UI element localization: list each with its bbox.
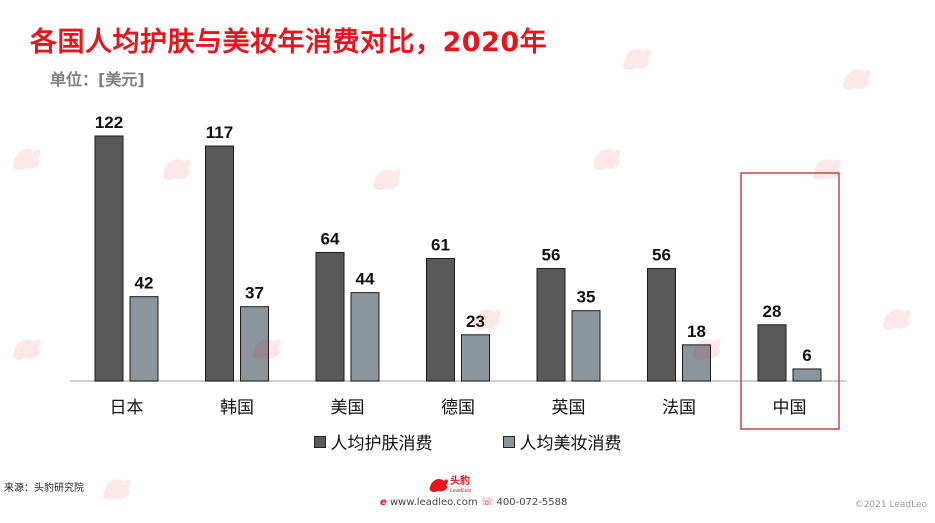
data-label: 56 — [652, 246, 671, 265]
x-tick-label: 法国 — [662, 398, 696, 418]
legend-label-makeup: 人均美妆消费 — [519, 434, 622, 454]
data-label: 122 — [95, 113, 123, 132]
bar-skincare[interactable] — [426, 258, 455, 382]
leadleo-logo[interactable]: 头豹 LeadLeo — [428, 473, 480, 495]
phone-icon: ☏ — [480, 497, 494, 508]
x-tick-label: 韩国 — [220, 398, 254, 418]
bar-makeup[interactable] — [129, 296, 159, 382]
bar-makeup[interactable] — [792, 368, 822, 382]
bar-skincare[interactable] — [94, 135, 124, 382]
bar-makeup[interactable] — [461, 334, 490, 382]
legend-swatch-skincare — [313, 435, 326, 448]
bar-chart: 122 42 日本 117 37 韩国 64 44 美国 61 23 德国 56 35 英国 56 18 法国 28… — [70, 113, 847, 430]
bar-makeup[interactable] — [571, 310, 601, 382]
bar-skincare[interactable] — [315, 251, 345, 382]
logo-subtext: LeadLeo — [450, 488, 471, 494]
data-label: 117 — [206, 123, 233, 142]
data-label: 44 — [356, 270, 375, 289]
footer-contact: e www.leadleo.com ☏ 400-072-5588 — [380, 497, 567, 508]
x-tick-label: 英国 — [552, 398, 586, 418]
legend-label-skincare: 人均护肤消费 — [330, 434, 433, 454]
logo-text: 头豹 — [450, 474, 470, 487]
bar-makeup[interactable] — [682, 344, 711, 382]
legend-item-makeup[interactable]: 人均美妆消费 — [502, 429, 622, 454]
x-tick-label: 德国 — [441, 398, 475, 418]
x-tick-label: 美国 — [331, 398, 365, 418]
data-label: 37 — [245, 284, 264, 303]
x-tick-label: 日本 — [110, 398, 144, 418]
data-label: 61 — [431, 236, 450, 255]
data-label: 23 — [466, 312, 485, 331]
data-label: 56 — [542, 246, 561, 265]
web-icon: e — [380, 497, 387, 508]
bar-skincare[interactable] — [757, 324, 787, 382]
bar-makeup[interactable] — [240, 306, 269, 382]
source-note: 来源：头豹研究院 — [4, 483, 84, 494]
bar-skincare[interactable] — [536, 268, 566, 382]
data-label: 64 — [321, 229, 340, 248]
data-label: 6 — [802, 346, 811, 365]
chart-legend: 人均护肤消费 人均美妆消费 — [0, 429, 935, 454]
data-label: 28 — [763, 302, 782, 321]
x-tick-label: 中国 — [773, 398, 807, 418]
footer-phone: 400-072-5588 — [496, 497, 568, 508]
copyright: ©2021 LeadLeo — [854, 500, 927, 510]
data-label: 18 — [687, 322, 706, 341]
footer-website[interactable]: www.leadleo.com — [389, 497, 478, 508]
bar-skincare[interactable] — [205, 145, 234, 382]
watermark-logo — [100, 470, 150, 510]
legend-item-skincare[interactable]: 人均护肤消费 — [313, 429, 433, 454]
highlight-box — [740, 172, 840, 430]
data-label: 35 — [577, 288, 596, 307]
bar-makeup[interactable] — [350, 292, 380, 382]
unit-label: 单位：[美元] — [50, 70, 145, 89]
page-title: 各国人均护肤与美妆年消费对比，2020年 — [30, 27, 548, 58]
legend-swatch-makeup — [502, 435, 515, 448]
bar-skincare[interactable] — [647, 268, 676, 382]
data-label: 42 — [135, 274, 154, 293]
